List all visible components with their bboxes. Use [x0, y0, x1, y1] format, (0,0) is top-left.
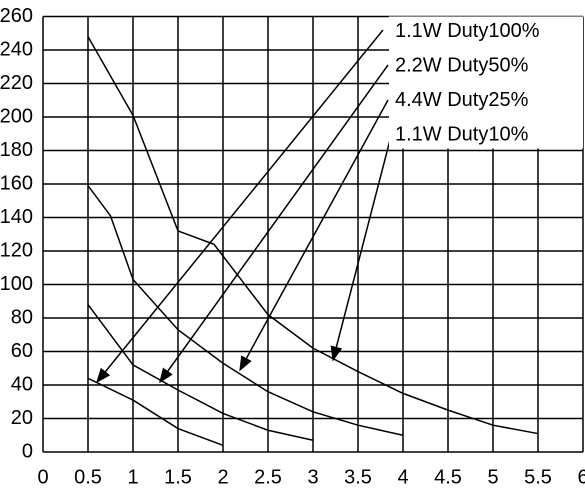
x-tick-label: 4	[397, 466, 408, 488]
y-tick-label: 100	[0, 273, 33, 295]
arrow	[159, 64, 389, 384]
x-tick-label: 1	[127, 466, 138, 488]
x-tick-label: 2	[217, 466, 228, 488]
x-tick-label: 3.5	[344, 466, 372, 488]
y-tick-label: 80	[11, 306, 33, 328]
series-line	[87, 304, 314, 442]
arrow	[239, 99, 389, 372]
x-tick-label: 5.5	[524, 466, 552, 488]
series-line	[87, 36, 539, 435]
x-tick-label: 5	[487, 466, 498, 488]
y-tick-label: 240	[0, 38, 33, 60]
y-tick-label: 220	[0, 72, 33, 94]
legend-label: 1.1W Duty100%	[395, 20, 540, 42]
y-tick-label: 20	[11, 407, 33, 429]
y-tick-label: 120	[0, 239, 33, 261]
legend-label: 2.2W Duty50%	[395, 54, 529, 76]
y-tick-label: 260	[0, 5, 33, 27]
arrow	[96, 29, 384, 384]
y-tick-label: 140	[0, 206, 33, 228]
series-line	[87, 377, 224, 447]
y-tick-label: 200	[0, 105, 33, 127]
arrow	[330, 139, 391, 362]
x-tick-label: 4.5	[434, 466, 462, 488]
y-tick-label: 0	[22, 440, 33, 462]
x-tick-label: 6	[577, 466, 585, 488]
x-tick-label: 1.5	[164, 466, 192, 488]
x-tick-label: 0	[37, 466, 48, 488]
series-line	[87, 185, 404, 436]
legend-box	[389, 16, 583, 149]
y-tick-label: 60	[11, 340, 33, 362]
x-tick-label: 2.5	[254, 466, 282, 488]
y-tick-label: 180	[0, 139, 33, 161]
y-tick-label: 40	[11, 373, 33, 395]
legend-label: 1.1W Duty10%	[395, 123, 529, 145]
x-tick-label: 0.5	[74, 466, 102, 488]
x-tick-label: 3	[307, 466, 318, 488]
y-tick-label: 160	[0, 172, 33, 194]
legend-label: 4.4W Duty25%	[395, 89, 529, 111]
